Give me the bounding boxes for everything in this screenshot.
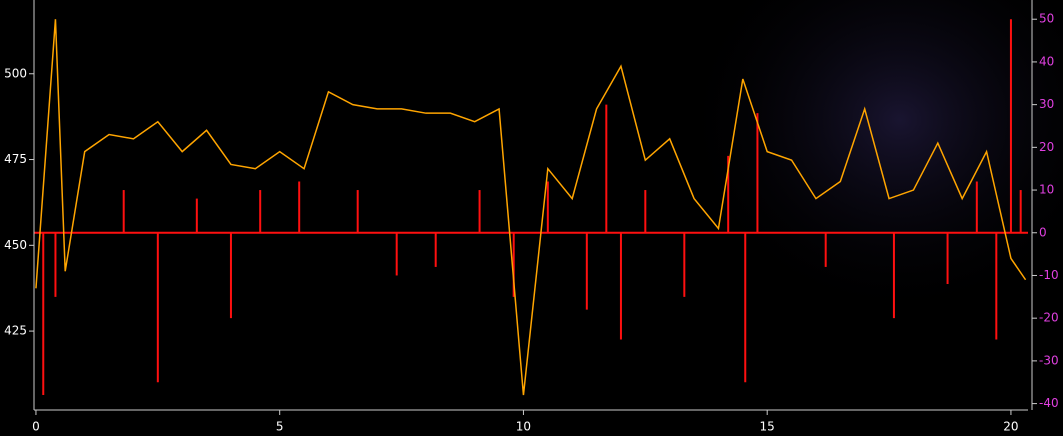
x-tick-label: 0	[32, 420, 40, 434]
y2-tick-label: -20	[1039, 311, 1059, 325]
line-series	[35, 19, 1027, 396]
backdrop-glow	[680, 0, 1063, 320]
y2-tick-label: 10	[1039, 183, 1054, 197]
y2-tick-label: 0	[1039, 225, 1047, 239]
y2-tick-label: -40	[1039, 396, 1059, 410]
y2-tick-label: 20	[1039, 140, 1054, 154]
y2-tick-label: 50	[1039, 12, 1054, 26]
y2-tick-label: 40	[1039, 54, 1054, 68]
x-tick-label: 10	[516, 420, 531, 434]
y-tick-label: 450	[4, 238, 27, 252]
y-tick-label: 500	[4, 66, 27, 80]
x-tick-label: 15	[760, 420, 775, 434]
x-tick-label: 20	[1003, 420, 1018, 434]
y2-tick-label: -10	[1039, 268, 1059, 282]
y2-tick-label: 30	[1039, 97, 1054, 111]
x-tick-label: 5	[276, 420, 284, 434]
y-tick-label: 475	[4, 152, 27, 166]
y2-tick-label: -30	[1039, 353, 1059, 367]
y-tick-label: 425	[4, 324, 27, 338]
